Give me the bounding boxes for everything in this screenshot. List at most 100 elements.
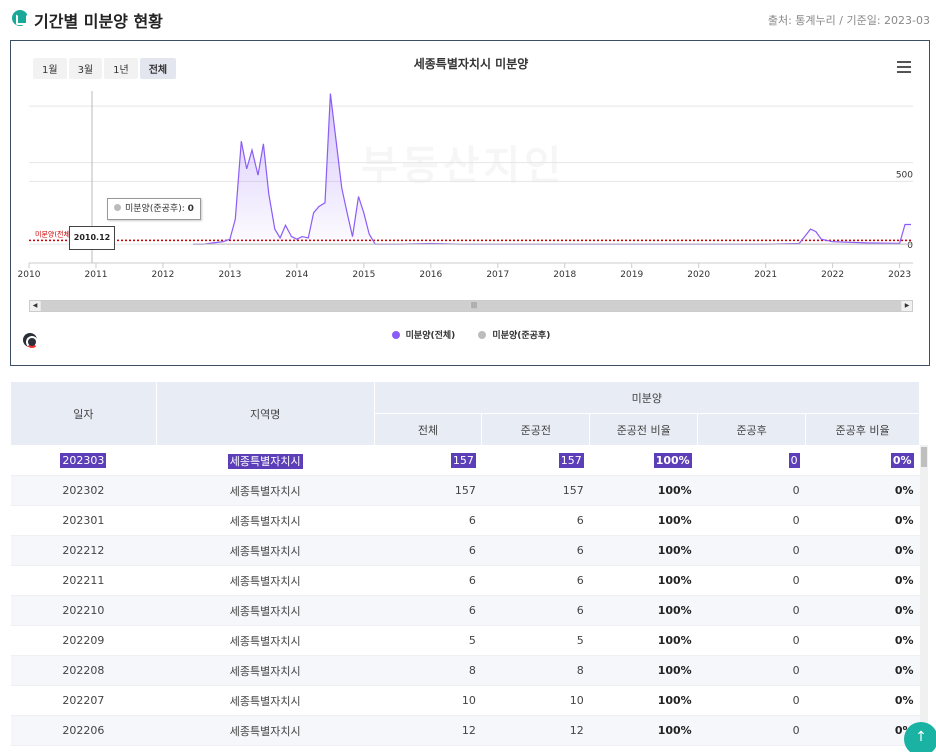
col-header-after[interactable]: 준공후	[697, 413, 807, 446]
x-tick-label: 2019	[620, 270, 643, 280]
table-cell: 0	[697, 475, 806, 506]
brand-logo-icon	[23, 333, 38, 348]
table-cell: 0	[697, 685, 806, 716]
x-tick-label: 2022	[821, 270, 844, 280]
tooltip-value: 0	[187, 204, 194, 214]
table-cell: 0%	[805, 655, 920, 686]
table-body: 202303 세종특별자치시 157 157 100% 0 0% 202302 세종특별자치시 1…	[10, 445, 920, 746]
x-tick-label: 2021	[754, 270, 777, 280]
table-cell: 세종특별자치시	[156, 505, 375, 536]
table-cell: 0	[697, 715, 806, 746]
table-cell: 6	[481, 505, 590, 536]
table-cell: 5	[481, 625, 590, 656]
table-cell: 세종특별자치시	[156, 655, 375, 686]
table-row[interactable]: 202212 세종특별자치시 6 6 100% 0 0%	[10, 535, 920, 566]
table-cell: 0	[697, 445, 806, 476]
x-tick-label: 2017	[486, 270, 509, 280]
y-tick-label: 500	[896, 170, 913, 180]
table-row[interactable]: 202208 세종특별자치시 8 8 100% 0 0%	[10, 655, 920, 686]
table-cell: 0%	[805, 535, 920, 566]
x-tick-label: 2012	[151, 270, 174, 280]
series-total-area	[193, 93, 912, 245]
table-cell: 100%	[589, 535, 698, 566]
series-total-line	[193, 93, 911, 245]
table-cell: 세종특별자치시	[156, 715, 375, 746]
page-header: 기간별 미분양 현황 출처: 통계누리 / 기준일: 2023-03	[10, 6, 930, 32]
col-header-after-ratio[interactable]: 준공후 비율	[805, 413, 920, 446]
table-cell: 6	[374, 595, 482, 626]
table-cell: 0%	[805, 625, 920, 656]
range-selector: 1월 3월 1년 전체	[33, 58, 177, 79]
range-button-3m[interactable]: 3월	[68, 58, 103, 79]
table-row[interactable]: 202210 세종특별자치시 6 6 100% 0 0%	[10, 595, 920, 626]
chart-panel: 1월 3월 1년 전체 세종특별자치시 미분양 부동산지인 2010 2011 20…	[10, 40, 930, 366]
table-cell: 0%	[805, 715, 920, 746]
table-cell: 세종특별자치시	[156, 565, 375, 596]
table-cell: 세종특별자치시	[156, 445, 375, 476]
x-tick-label: 2015	[352, 270, 375, 280]
table-cell: 8	[374, 655, 482, 686]
tooltip-dot-icon	[114, 204, 121, 211]
range-button-1y[interactable]: 1년	[104, 58, 138, 79]
table-cell: 6	[374, 505, 482, 536]
table-cell: 5	[374, 625, 482, 656]
table-cell: 0	[697, 565, 806, 596]
table-row[interactable]: 202206 세종특별자치시 12 12 100% 0 0%	[10, 715, 920, 746]
crosshair-date-label: 2010.12	[69, 226, 115, 250]
scroll-thumb[interactable]: |||	[41, 301, 901, 311]
col-header-total[interactable]: 전체	[373, 413, 483, 446]
table-row[interactable]: 202303 세종특별자치시 157 157 100% 0 0%	[10, 445, 920, 476]
table-row[interactable]: 202207 세종특별자치시 10 10 100% 0 0%	[10, 685, 920, 716]
table-cell: 세종특별자치시	[156, 535, 375, 566]
table-row[interactable]: 202302 세종특별자치시 157 157 100% 0 0%	[10, 475, 920, 506]
table-cell: 202206	[10, 715, 157, 746]
table-cell: 10	[481, 685, 590, 716]
x-tick-label: 2020	[687, 270, 710, 280]
table-cell: 0%	[805, 475, 920, 506]
table-row[interactable]: 202301 세종특별자치시 6 6 100% 0 0%	[10, 505, 920, 536]
chart-plot[interactable]: 2010 2011 2012 2013 2014 2015 2016 2017 2018 2019…	[11, 41, 931, 291]
x-tick-label: 2013	[218, 270, 241, 280]
table-scroll-thumb[interactable]	[921, 447, 927, 467]
table-cell: 6	[374, 565, 482, 596]
legend-item-post[interactable]: 미분양(준공후)	[478, 328, 550, 341]
table-cell: 202302	[10, 475, 157, 506]
table-cell: 세종특별자치시	[156, 685, 375, 716]
table-cell: 202208	[10, 655, 157, 686]
scroll-right-arrow-icon[interactable]: ▶	[902, 301, 912, 311]
col-header-before-ratio[interactable]: 준공전 비율	[589, 413, 699, 446]
col-header-date[interactable]: 일자	[10, 381, 157, 446]
table-cell: 6	[374, 535, 482, 566]
table-cell: 세종특별자치시	[156, 595, 375, 626]
table-cell: 202207	[10, 685, 157, 716]
table-row[interactable]: 202209 세종특별자치시 5 5 100% 0 0%	[10, 625, 920, 656]
table-cell: 157	[481, 475, 590, 506]
x-tick-label: 2018	[553, 270, 576, 280]
table-cell: 100%	[589, 475, 698, 506]
range-button-all[interactable]: 전체	[139, 58, 177, 79]
table-cell: 세종특별자치시	[156, 475, 375, 506]
table-cell: 202210	[10, 595, 157, 626]
home-logo-icon	[12, 10, 28, 26]
scroll-left-arrow-icon[interactable]: ◀	[30, 301, 40, 311]
table-cell: 100%	[589, 505, 698, 536]
chart-menu-icon[interactable]	[897, 61, 911, 73]
table-cell: 12	[481, 715, 590, 746]
table-row[interactable]: 202211 세종특별자치시 6 6 100% 0 0%	[10, 565, 920, 596]
table-cell: 0%	[805, 565, 920, 596]
table-scrollbar[interactable]	[920, 445, 928, 752]
table-cell: 100%	[589, 625, 698, 656]
table-cell: 202209	[10, 625, 157, 656]
table-cell: 6	[481, 565, 590, 596]
table-cell: 6	[481, 535, 590, 566]
range-button-1m[interactable]: 1월	[33, 58, 67, 79]
scroll-top-button[interactable]: ↑	[904, 722, 936, 752]
legend-dot-icon	[478, 331, 487, 339]
legend-item-total[interactable]: 미분양(전체)	[391, 328, 455, 341]
y-tick-label: 0	[907, 241, 913, 251]
x-tick-label: 2010	[18, 270, 41, 280]
col-header-region[interactable]: 지역명	[155, 381, 375, 446]
col-header-before[interactable]: 준공전	[481, 413, 591, 446]
chart-navigator-scrollbar[interactable]: ◀ ||| ▶	[29, 300, 913, 312]
table-cell: 0	[697, 655, 806, 686]
